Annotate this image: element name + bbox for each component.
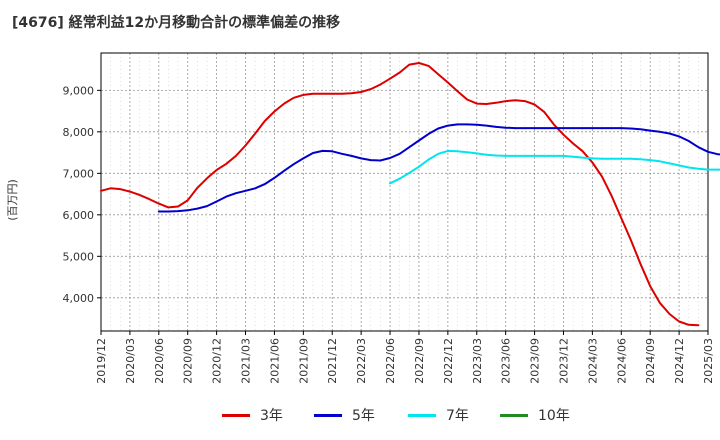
y-tick-label: 7,000 [63, 167, 95, 180]
x-tick-label: 2024/06 [615, 338, 628, 384]
x-tick-label: 2024/03 [586, 338, 599, 384]
x-tick-label: 2022/09 [413, 338, 426, 384]
x-tick-label: 2020/03 [124, 338, 137, 384]
y-tick-label: 4,000 [63, 292, 95, 305]
legend-item-7y: 7年 [408, 404, 469, 426]
x-tick-label: 2021/09 [297, 338, 310, 384]
plot-frame [100, 52, 709, 332]
legend-swatch-7y [408, 413, 436, 417]
series-line-3年 [100, 62, 700, 327]
legend-item-3y: 3年 [222, 404, 283, 426]
legend-swatch-5y [314, 413, 342, 417]
series-line-5年 [157, 123, 720, 213]
legend-swatch-10y [500, 413, 528, 417]
series-line-7年 [389, 149, 720, 185]
x-tick-label: 2022/03 [355, 338, 368, 384]
x-tick-label: 2023/09 [529, 338, 542, 384]
x-tick-label: 2021/06 [268, 338, 281, 384]
x-tick-label: 2022/06 [384, 338, 397, 384]
x-tick-label: 2019/12 [95, 338, 108, 384]
x-tick-label: 2025/03 [702, 338, 715, 384]
x-axis-ticks: 2019/12 2020/03 2020/06 2020/09 2020/12 2021/… [95, 331, 715, 384]
legend: 3年 5年 7年 10年 [0, 404, 720, 426]
y-tick-label: 5,000 [63, 250, 95, 263]
y-tick-label: 6,000 [63, 209, 95, 222]
x-tick-label: 2022/12 [442, 338, 455, 384]
x-tick-label: 2024/09 [644, 338, 657, 384]
x-tick-label: 2023/03 [471, 338, 484, 384]
series-lines [100, 62, 720, 327]
grid-lines [101, 53, 708, 331]
y-tick-label: 9,000 [63, 84, 95, 97]
legend-label-5y: 5年 [352, 408, 375, 424]
y-tick-label: 8,000 [63, 126, 95, 139]
x-tick-label: 2021/12 [326, 338, 339, 384]
chart-title: [4676] 経常利益12か月移動合計の標準偏差の推移 [12, 15, 341, 31]
y-axis-ticks: 4,000 5,000 6,000 7,000 8,000 9,000 [63, 84, 101, 305]
legend-swatch-3y [222, 413, 250, 417]
x-tick-label: 2020/09 [182, 338, 195, 384]
legend-label-3y: 3年 [260, 408, 283, 424]
x-tick-label: 2020/06 [153, 338, 166, 384]
legend-label-7y: 7年 [446, 408, 469, 424]
legend-label-10y: 10年 [538, 408, 570, 424]
legend-item-5y: 5年 [314, 404, 375, 426]
x-tick-label: 2023/06 [500, 338, 513, 384]
x-tick-label: 2024/12 [673, 338, 686, 384]
x-tick-label: 2020/12 [211, 338, 224, 384]
x-tick-label: 2023/12 [557, 338, 570, 384]
legend-item-10y: 10年 [500, 404, 570, 426]
x-tick-label: 2021/03 [240, 338, 253, 384]
